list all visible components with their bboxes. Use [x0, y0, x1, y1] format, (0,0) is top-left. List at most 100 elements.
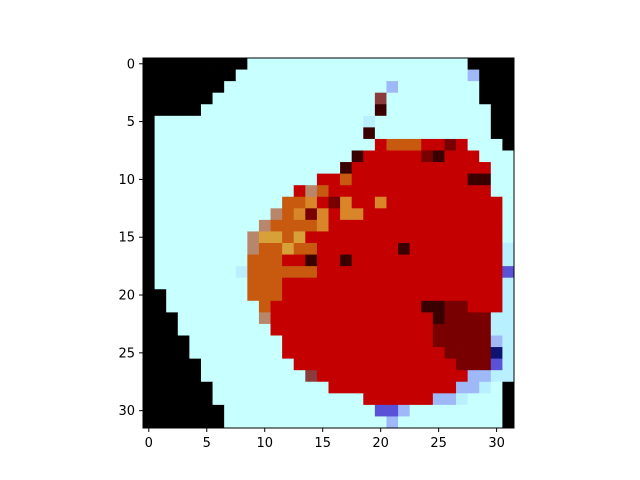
heatmap-cell: [236, 104, 248, 116]
heatmap-cell: [444, 174, 456, 186]
heatmap-cell: [271, 185, 283, 197]
heatmap-cell: [421, 139, 433, 151]
heatmap-cell: [398, 324, 410, 336]
heatmap-cell: [224, 208, 236, 220]
heatmap-cell: [363, 359, 375, 371]
heatmap-cell: [433, 336, 445, 348]
heatmap-cell: [201, 266, 213, 278]
heatmap-cell: [421, 289, 433, 301]
heatmap-cell: [502, 336, 514, 348]
heatmap-cell: [305, 336, 317, 348]
heatmap-cell: [386, 174, 398, 186]
heatmap-cell: [178, 127, 190, 139]
heatmap-cell: [236, 347, 248, 359]
heatmap-cell: [491, 58, 503, 70]
heatmap-cell: [456, 347, 468, 359]
heatmap-cell: [375, 416, 387, 428]
heatmap-cell: [271, 393, 283, 405]
heatmap-cell: [294, 104, 306, 116]
heatmap-cell: [259, 151, 271, 163]
heatmap-cell: [421, 58, 433, 70]
heatmap-cell: [398, 116, 410, 128]
heatmap-cell: [363, 151, 375, 163]
heatmap-cell: [247, 301, 259, 313]
heatmap-cell: [363, 185, 375, 197]
x-tick-label: 20: [372, 436, 389, 451]
heatmap-cell: [386, 185, 398, 197]
heatmap-cell: [271, 197, 283, 209]
heatmap-cell: [271, 405, 283, 417]
x-tick-label: 30: [488, 436, 505, 451]
heatmap-cell: [456, 382, 468, 394]
heatmap-cell: [213, 347, 225, 359]
heatmap-cell: [294, 393, 306, 405]
heatmap-cell: [259, 347, 271, 359]
heatmap-cell: [247, 174, 259, 186]
heatmap-cell: [352, 255, 364, 267]
x-tick-label: 25: [430, 436, 447, 451]
heatmap-cell: [305, 255, 317, 267]
heatmap-cell: [259, 324, 271, 336]
heatmap-cell: [259, 289, 271, 301]
heatmap-cell: [224, 151, 236, 163]
heatmap-cell: [456, 416, 468, 428]
heatmap-cell: [259, 278, 271, 290]
heatmap-cell: [271, 243, 283, 255]
heatmap-cell: [444, 255, 456, 267]
heatmap-cell: [155, 336, 167, 348]
heatmap-cell: [247, 208, 259, 220]
heatmap-cell: [282, 174, 294, 186]
heatmap-cell: [213, 208, 225, 220]
heatmap-cell: [410, 347, 422, 359]
heatmap-cell: [143, 336, 155, 348]
heatmap-cell: [329, 185, 341, 197]
heatmap-cell: [213, 370, 225, 382]
heatmap-cell: [352, 104, 364, 116]
heatmap-cell: [305, 312, 317, 324]
heatmap-cell: [468, 266, 480, 278]
heatmap-cell: [155, 370, 167, 382]
heatmap-cell: [444, 70, 456, 82]
heatmap-cell: [502, 382, 514, 394]
heatmap-cell: [375, 278, 387, 290]
heatmap-cell: [317, 81, 329, 93]
heatmap-cell: [386, 393, 398, 405]
heatmap-cell: [433, 93, 445, 105]
heatmap-cell: [155, 255, 167, 267]
heatmap-cell: [247, 220, 259, 232]
heatmap-cell: [444, 324, 456, 336]
heatmap-cell: [236, 174, 248, 186]
heatmap-cell: [305, 127, 317, 139]
heatmap-cell: [398, 255, 410, 267]
heatmap-cell: [224, 70, 236, 82]
heatmap-cell: [317, 301, 329, 313]
heatmap-cell: [271, 220, 283, 232]
heatmap-cell: [386, 336, 398, 348]
heatmap-cell: [282, 220, 294, 232]
heatmap-cell: [479, 104, 491, 116]
heatmap-cell: [189, 104, 201, 116]
heatmap-cell: [236, 81, 248, 93]
heatmap-cell: [282, 58, 294, 70]
heatmap-cell: [386, 231, 398, 243]
heatmap-cell: [456, 393, 468, 405]
heatmap-cell: [329, 336, 341, 348]
heatmap-cell: [329, 416, 341, 428]
heatmap-cell: [421, 416, 433, 428]
heatmap-cell: [271, 208, 283, 220]
heatmap-cell: [456, 162, 468, 174]
heatmap-cell: [352, 370, 364, 382]
heatmap-cell: [166, 174, 178, 186]
heatmap-cell: [236, 116, 248, 128]
heatmap-cell: [282, 70, 294, 82]
heatmap-cell: [479, 278, 491, 290]
heatmap-cell: [444, 416, 456, 428]
heatmap-cell: [305, 220, 317, 232]
heatmap-cell: [294, 162, 306, 174]
heatmap-cell: [213, 116, 225, 128]
heatmap-cell: [201, 359, 213, 371]
heatmap-cell: [386, 58, 398, 70]
heatmap-cell: [479, 416, 491, 428]
heatmap-cell: [259, 255, 271, 267]
heatmap-cell: [444, 336, 456, 348]
